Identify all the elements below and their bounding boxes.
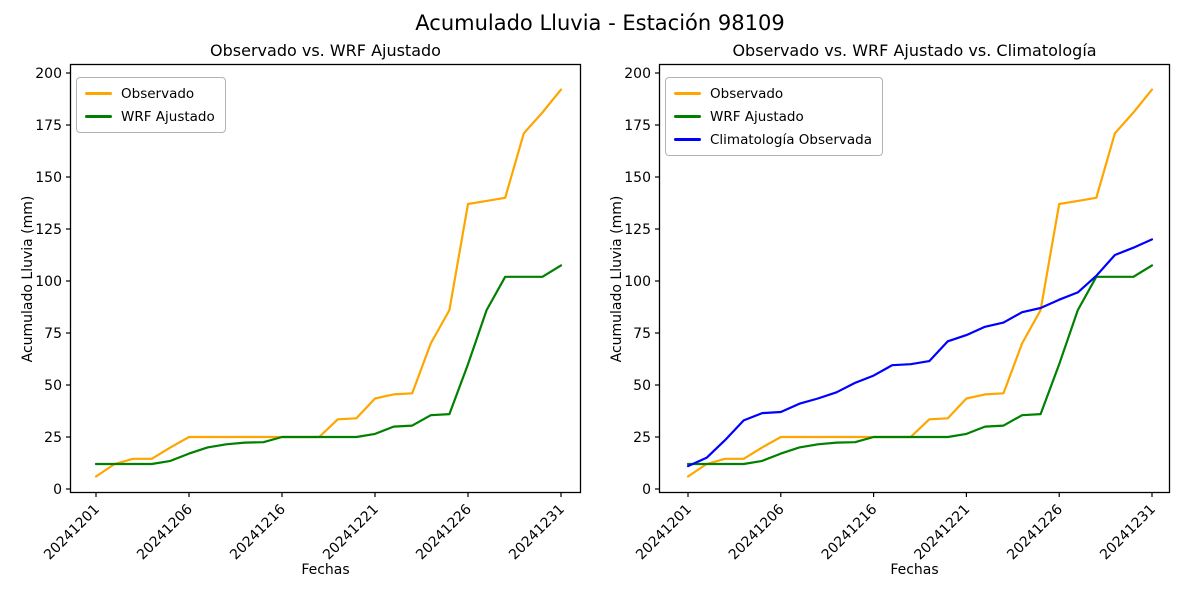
x-axis-label: Fechas bbox=[890, 562, 939, 578]
axes-frame bbox=[658, 63, 1171, 494]
figure-title: Acumulado Lluvia - Estación 98109 bbox=[415, 11, 785, 35]
series-line-observado bbox=[686, 88, 1154, 478]
y-tick-label: 100 bbox=[624, 274, 651, 290]
x-tick-label: 20241206 bbox=[134, 501, 196, 563]
y-axis-label: Acumulado Lluvia (mm) bbox=[609, 195, 625, 362]
legend-swatch bbox=[85, 115, 112, 118]
legend-left: Observado WRF Ajustado bbox=[76, 77, 226, 133]
x-tick-label: 20241216 bbox=[227, 501, 289, 563]
y-tick-label: 100 bbox=[35, 274, 62, 290]
x-tick-label: 20241216 bbox=[819, 501, 881, 563]
legend-swatch bbox=[85, 92, 112, 95]
x-tick-label: 20241226 bbox=[413, 501, 475, 563]
x-tick-label: 20241231 bbox=[1097, 502, 1159, 564]
series-line-observado bbox=[94, 88, 563, 478]
x-tick-label: 20241201 bbox=[41, 502, 103, 564]
subplot-right-title: Observado vs. WRF Ajustado vs. Climatolo… bbox=[732, 41, 1097, 60]
legend-item: WRF Ajustado bbox=[674, 106, 872, 127]
series-line-wrf-ajustado bbox=[94, 264, 563, 466]
legend-swatch bbox=[674, 138, 701, 141]
subplot-left-title: Observado vs. WRF Ajustado bbox=[210, 41, 441, 60]
x-tick-label: 20241206 bbox=[726, 501, 788, 563]
legend-item: Climatología Observada bbox=[674, 129, 872, 150]
y-tick-label: 200 bbox=[624, 66, 651, 82]
subplot-right: Observado vs. WRF Ajustado vs. Climatolo… bbox=[609, 41, 1171, 578]
series-line-climatolog-a-observada bbox=[686, 238, 1154, 468]
x-tick-label: 20241201 bbox=[633, 502, 695, 564]
y-tick-label: 75 bbox=[44, 326, 62, 342]
y-tick-label: 175 bbox=[35, 118, 62, 134]
y-tick-label: 200 bbox=[35, 66, 62, 82]
y-tick-label: 150 bbox=[35, 170, 62, 186]
legend-label: WRF Ajustado bbox=[710, 108, 804, 125]
y-tick-label: 0 bbox=[642, 482, 651, 498]
x-tick-label: 20241231 bbox=[506, 502, 568, 564]
legend-item: WRF Ajustado bbox=[85, 106, 215, 127]
x-tick-label: 20241221 bbox=[912, 502, 974, 564]
series-line-wrf-ajustado bbox=[686, 264, 1154, 466]
legend-label: Climatología Observada bbox=[710, 131, 872, 148]
axes-frame bbox=[69, 63, 582, 494]
y-tick-label: 75 bbox=[633, 326, 651, 342]
legend-label: Observado bbox=[121, 85, 195, 102]
subplot-left: Observado vs. WRF Ajustado Acumulado Llu… bbox=[20, 41, 582, 578]
y-tick-label: 175 bbox=[624, 118, 651, 134]
legend-item: Observado bbox=[674, 83, 872, 104]
x-axis-label: Fechas bbox=[301, 562, 350, 578]
y-tick-label: 25 bbox=[44, 430, 62, 446]
y-tick-label: 25 bbox=[633, 430, 651, 446]
x-tick-label: 20241221 bbox=[320, 502, 382, 564]
legend-swatch bbox=[674, 92, 701, 95]
y-tick-label: 0 bbox=[53, 482, 62, 498]
legend-right: Observado WRF Ajustado Climatología Observ… bbox=[665, 77, 883, 156]
x-tick-label: 20241226 bbox=[1004, 501, 1066, 563]
y-tick-label: 50 bbox=[44, 378, 62, 394]
legend-item: Observado bbox=[85, 83, 215, 104]
y-tick-label: 125 bbox=[624, 222, 651, 238]
y-tick-label: 125 bbox=[35, 222, 62, 238]
legend-swatch bbox=[674, 115, 701, 118]
y-axis-label: Acumulado Lluvia (mm) bbox=[20, 195, 36, 362]
legend-label: WRF Ajustado bbox=[121, 108, 215, 125]
y-tick-label: 50 bbox=[633, 378, 651, 394]
y-tick-label: 150 bbox=[624, 170, 651, 186]
legend-label: Observado bbox=[710, 85, 784, 102]
